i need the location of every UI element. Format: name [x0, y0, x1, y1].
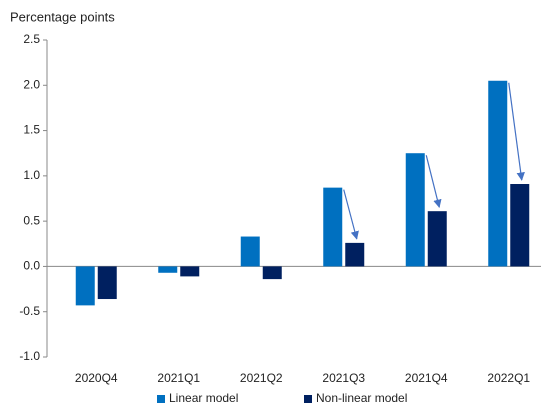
legend-label: Linear model	[169, 391, 238, 405]
arrow	[425, 155, 442, 208]
y-tick-label: 1.5	[23, 123, 40, 137]
legend-swatch	[304, 395, 312, 403]
y-tick-label: 2.5	[23, 32, 40, 46]
y-axis-label: Percentage points	[10, 9, 115, 24]
x-tick-label: 2021Q4	[405, 371, 448, 385]
bar	[240, 236, 260, 267]
bar	[427, 211, 447, 267]
bar	[510, 184, 530, 267]
bar	[158, 266, 178, 273]
arrow	[508, 82, 525, 181]
y-tick-label: 1.0	[23, 168, 40, 182]
bar	[345, 242, 365, 267]
x-tick-label: 2021Q1	[157, 371, 200, 385]
bar	[323, 187, 343, 267]
x-tick-label: 2021Q3	[322, 371, 365, 385]
y-tick-label: 0.5	[23, 213, 40, 227]
arrow	[343, 189, 359, 240]
legend-label: Non-linear model	[316, 391, 407, 405]
x-tick-label: 2022Q1	[487, 371, 530, 385]
x-tick-label: 2021Q2	[240, 371, 283, 385]
bar	[405, 153, 425, 267]
legend-swatch	[157, 395, 165, 403]
x-tick-label: 2020Q4	[75, 371, 118, 385]
bar	[180, 266, 200, 277]
y-tick-label: 0.0	[23, 259, 40, 273]
y-tick-label: 2.0	[23, 77, 40, 91]
bar	[75, 266, 95, 306]
y-tick-label: -0.5	[19, 304, 40, 318]
y-tick-label: -1.0	[19, 349, 40, 363]
bar	[262, 266, 282, 280]
bar	[97, 266, 117, 300]
bar	[488, 80, 508, 267]
